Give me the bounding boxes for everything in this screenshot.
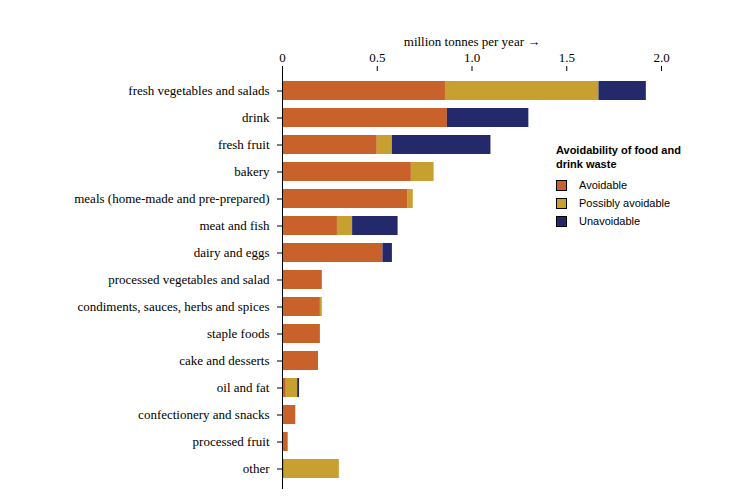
svg-text:meals (home-made and pre-prepa: meals (home-made and pre-prepared) (74, 191, 269, 206)
svg-text:0.5: 0.5 (369, 50, 385, 65)
svg-text:fresh vegetables and salads: fresh vegetables and salads (128, 83, 269, 98)
svg-text:staple foods: staple foods (207, 326, 269, 341)
svg-text:confectionery and snacks: confectionery and snacks (138, 407, 269, 422)
svg-text:processed vegetables and salad: processed vegetables and salad (108, 272, 270, 287)
svg-text:million tonnes per year →: million tonnes per year → (404, 34, 540, 49)
svg-text:drink: drink (242, 110, 270, 125)
svg-text:meat and fish: meat and fish (199, 218, 270, 233)
svg-text:other: other (243, 461, 270, 476)
svg-text:processed fruit: processed fruit (193, 434, 270, 449)
svg-text:bakery: bakery (234, 164, 270, 179)
html-text:Avoidable: Avoidable (579, 179, 628, 191)
svg-text:cake and desserts: cake and desserts (179, 353, 269, 368)
svg-text:2.0: 2.0 (653, 50, 669, 65)
svg-text:dairy and eggs: dairy and eggs (194, 245, 270, 260)
svg-text:0: 0 (279, 50, 286, 65)
svg-text:1.0: 1.0 (464, 50, 480, 65)
html-text:Possibly avoidable: Possibly avoidable (579, 197, 671, 209)
html-text:Avoidability of food and drink: Avoidability of food and drink waste (556, 144, 681, 170)
svg-text:condiments, sauces, herbs and: condiments, sauces, herbs and spices (77, 299, 269, 314)
svg-text:oil and fat: oil and fat (217, 380, 270, 395)
html-text:Unavoidable: Unavoidable (579, 215, 641, 227)
svg-text:1.5: 1.5 (559, 50, 575, 65)
svg-text:fresh fruit: fresh fruit (218, 137, 270, 152)
